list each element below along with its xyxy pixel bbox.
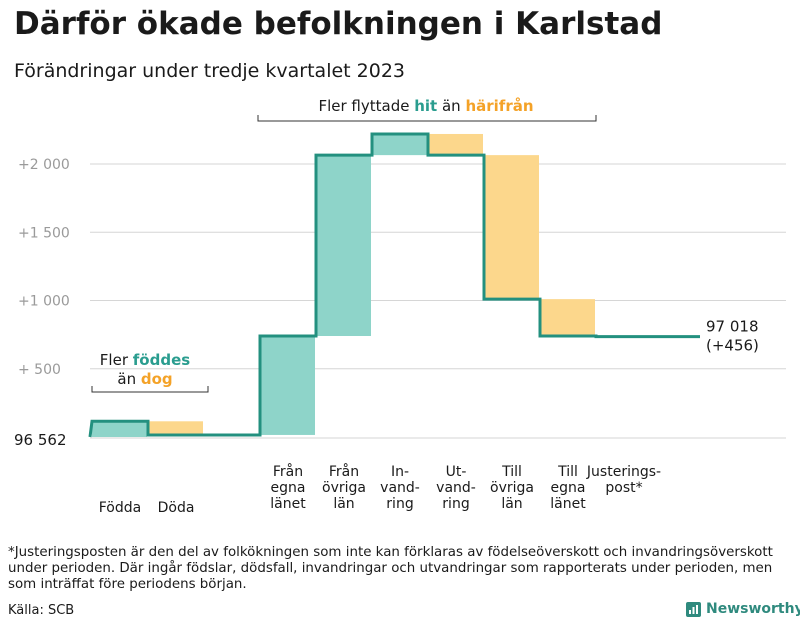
annotation-birth-bracket — [91, 386, 209, 393]
start-value-label: 96 562 — [14, 431, 67, 449]
category-label: Ut-vand-ring — [436, 464, 476, 512]
annotation-move-bracket — [257, 115, 597, 122]
category-label: Döda — [158, 500, 195, 516]
bar-5 — [372, 133, 427, 156]
category-label: Från egna länet — [270, 463, 306, 512]
bar-2 — [148, 421, 203, 435]
chart-title: Därför ökade befolkningen i Karlstad — [14, 6, 663, 42]
category-label: Födda — [99, 500, 141, 516]
category-label: Till egna länet — [550, 464, 586, 512]
bar-8 — [540, 299, 595, 336]
category-label: In-vand-ring — [380, 464, 420, 512]
footnote: *Justeringsposten är den del av folkökni… — [8, 545, 773, 592]
y-tick-label: +1 500 — [18, 225, 70, 241]
logo-text: Newsworthy — [706, 601, 800, 617]
y-tick-label: + 500 — [18, 362, 61, 378]
annotation-move-label: Fler flyttade hit än härifrån — [318, 97, 533, 115]
bar-chart-icon — [686, 601, 701, 617]
bar-3 — [260, 335, 315, 435]
category-label: Justerings-post* — [586, 464, 661, 496]
bar-7 — [484, 155, 539, 300]
bar-4 — [316, 155, 371, 336]
category-label: Från övriga län — [322, 463, 366, 512]
cumulative-line — [88, 132, 700, 438]
newsworthy-logo: Newsworthy — [686, 601, 800, 617]
y-tick-label: +2 000 — [18, 157, 70, 173]
source-label: Källa: SCB — [8, 603, 75, 618]
bar-1 — [92, 421, 147, 437]
waterfall-chart: + 500 +1 000 +1 500 +2 000 96 562 97 018(+456… — [14, 97, 786, 516]
category-label: Till övriga län — [490, 464, 534, 512]
chart-subtitle: Förändringar under tredje kvartalet 2023 — [14, 60, 406, 82]
end-value-label: 97 018 — [706, 318, 759, 336]
annotation-birth-line2: än dog — [117, 370, 172, 388]
annotation-birth-line1: Fler föddes — [100, 351, 190, 369]
y-tick-label: +1 000 — [18, 294, 70, 310]
end-change-label: (+456) — [706, 337, 759, 355]
bar-6 — [428, 133, 483, 156]
